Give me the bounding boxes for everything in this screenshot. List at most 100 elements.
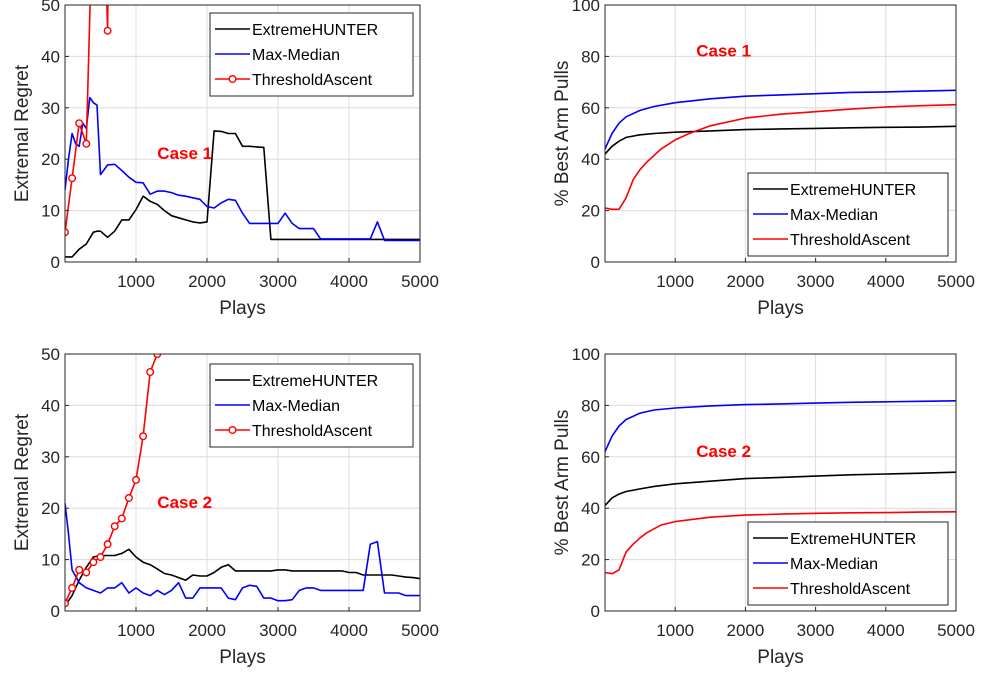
y-tick-label: 20 xyxy=(581,202,600,221)
x-axis-label: Plays xyxy=(219,298,265,319)
y-tick-label: 20 xyxy=(41,150,60,169)
x-tick-label: 5000 xyxy=(937,621,975,640)
y-tick-label: 60 xyxy=(581,448,600,467)
case-annotation: Case 1 xyxy=(696,41,751,60)
x-tick-label: 2000 xyxy=(188,272,226,291)
series-line-ThresholdAscent xyxy=(605,511,956,575)
x-tick-label: 4000 xyxy=(330,621,368,640)
series-line-ExtremeHUNTER xyxy=(65,548,420,607)
legend: ExtremeHUNTER Max-Median ThresholdAscent xyxy=(747,521,949,606)
series-marker-ThresholdAscent xyxy=(68,583,77,592)
series-group xyxy=(65,5,420,258)
legend-label-Max-Median: Max-Median xyxy=(790,556,878,573)
chart-panel-1: 1000 2000 3000 4000 5000 0 10 20 30 40 50 Plays Extr… xyxy=(12,0,439,319)
y-tick-label: 100 xyxy=(572,0,600,15)
series-line-ExtremeHUNTER xyxy=(605,125,956,155)
y-tick-label: 80 xyxy=(581,47,600,66)
series-marker-ThresholdAscent xyxy=(75,565,84,574)
legend-label-ThresholdAscent: ThresholdAscent xyxy=(252,72,373,89)
x-tick-label: 1000 xyxy=(656,621,694,640)
y-tick-label: 20 xyxy=(581,551,600,570)
series-line-ThresholdAscent xyxy=(605,103,956,211)
series-marker-ThresholdAscent xyxy=(96,553,105,562)
series-marker-ThresholdAscent xyxy=(110,522,119,531)
y-tick-label: 40 xyxy=(581,150,600,169)
series-marker-ThresholdAscent xyxy=(89,558,98,567)
y-axis-label: Extremal Regret xyxy=(12,64,33,202)
legend-label-ThresholdAscent: ThresholdAscent xyxy=(790,232,911,249)
series-marker-ThresholdAscent xyxy=(82,568,91,577)
y-tick-label: 40 xyxy=(41,47,60,66)
legend-label-ExtremeHUNTER: ExtremeHUNTER xyxy=(252,22,378,39)
chart-panel-4: 1000 2000 3000 4000 5000 0 20 40 60 80 100 Plays % B… xyxy=(552,345,975,668)
series-group xyxy=(65,354,420,608)
y-tick-label: 30 xyxy=(41,448,60,467)
x-axis-label: Plays xyxy=(219,647,265,668)
series-marker-ThresholdAscent xyxy=(68,174,77,183)
y-tick-label: 80 xyxy=(581,396,600,415)
y-tick-label: 10 xyxy=(41,551,60,570)
series-marker-ThresholdAscent xyxy=(131,475,140,484)
y-tick-label: 0 xyxy=(51,253,60,272)
x-tick-label: 1000 xyxy=(117,272,155,291)
x-tick-label: 3000 xyxy=(259,621,297,640)
y-tick-label: 50 xyxy=(41,0,60,15)
series-line-Max-Median xyxy=(65,503,420,602)
series-line-Max-Median xyxy=(605,89,956,150)
x-tick-label: 5000 xyxy=(937,272,975,291)
x-tick-label: 5000 xyxy=(401,272,439,291)
x-tick-label: 4000 xyxy=(330,272,368,291)
legend: ExtremeHUNTER Max-Median ThresholdAscent xyxy=(209,12,414,97)
series-line-Max-Median xyxy=(605,400,956,453)
y-tick-label: 10 xyxy=(41,202,60,221)
legend: ExtremeHUNTER Max-Median ThresholdAscent xyxy=(209,363,414,448)
series-marker-ThresholdAscent xyxy=(103,26,112,35)
legend-marker-ThresholdAscent xyxy=(228,426,237,435)
x-tick-label: 3000 xyxy=(259,272,297,291)
series-marker-ThresholdAscent xyxy=(139,432,148,441)
y-tick-label: 0 xyxy=(591,602,600,621)
y-tick-label: 100 xyxy=(572,345,600,364)
y-axis-label: % Best Arm Pulls xyxy=(552,410,573,556)
series-marker-ThresholdAscent xyxy=(75,119,84,128)
x-tick-label: 1000 xyxy=(117,621,155,640)
legend-marker-ThresholdAscent xyxy=(228,74,237,83)
y-axis-label: Extremal Regret xyxy=(12,413,33,551)
legend-label-Max-Median: Max-Median xyxy=(252,47,340,64)
series-marker-ThresholdAscent xyxy=(124,493,133,502)
axes-box xyxy=(64,4,421,263)
x-axis-label: Plays xyxy=(757,298,803,319)
series-marker-ThresholdAscent xyxy=(146,367,155,376)
chart-panel-2: 1000 2000 3000 4000 5000 0 20 40 60 80 100 Plays % B… xyxy=(552,0,975,319)
axes-box xyxy=(64,353,421,612)
series-marker-ThresholdAscent xyxy=(117,514,126,523)
y-tick-label: 0 xyxy=(51,602,60,621)
legend: ExtremeHUNTER Max-Median ThresholdAscent xyxy=(747,172,949,257)
y-tick-label: 20 xyxy=(41,499,60,518)
x-tick-label: 2000 xyxy=(726,621,764,640)
series-line-ExtremeHUNTER xyxy=(605,471,956,507)
x-tick-label: 4000 xyxy=(867,621,905,640)
series-marker-ThresholdAscent xyxy=(82,139,91,148)
x-tick-label: 2000 xyxy=(726,272,764,291)
axes-box xyxy=(604,4,957,263)
x-tick-label: 4000 xyxy=(867,272,905,291)
series-group xyxy=(605,400,956,575)
legend-label-ThresholdAscent: ThresholdAscent xyxy=(252,423,373,440)
y-axis-label: % Best Arm Pulls xyxy=(552,61,573,207)
legend-label-ThresholdAscent: ThresholdAscent xyxy=(790,581,911,598)
x-tick-label: 3000 xyxy=(797,272,835,291)
x-tick-label: 1000 xyxy=(656,272,694,291)
legend-label-Max-Median: Max-Median xyxy=(790,207,878,224)
x-tick-label: 2000 xyxy=(188,621,226,640)
series-marker-ThresholdAscent xyxy=(103,540,112,549)
case-annotation: Case 2 xyxy=(696,442,751,461)
chart-panel-3: 1000 2000 3000 4000 5000 0 10 20 30 40 50 Plays Extr… xyxy=(12,345,439,668)
case-annotation: Case 1 xyxy=(157,144,212,163)
series-line-ThresholdAscent xyxy=(65,5,109,233)
legend-label-Max-Median: Max-Median xyxy=(252,398,340,415)
legend-label-ExtremeHUNTER: ExtremeHUNTER xyxy=(790,531,916,548)
x-tick-label: 3000 xyxy=(797,621,835,640)
y-tick-label: 50 xyxy=(41,345,60,364)
